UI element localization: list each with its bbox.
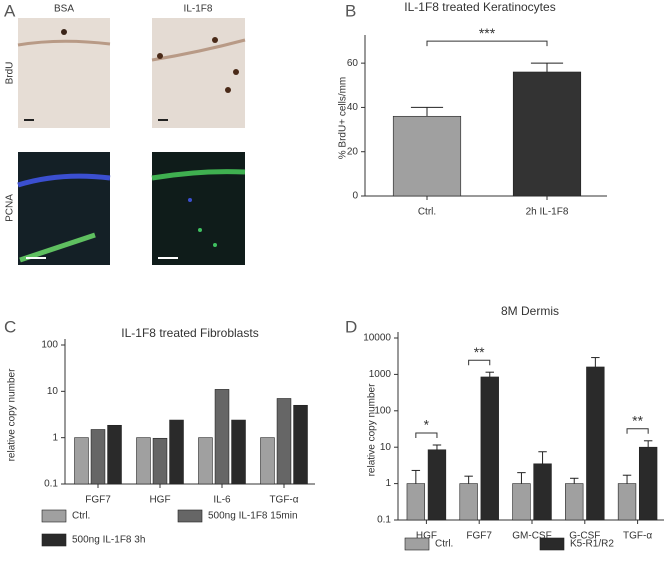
significance-label: ** [474,344,485,360]
bar [427,449,447,521]
x-tick-label: TGF-α [623,531,652,542]
legend-swatch [41,533,67,547]
column-label: BSA [54,4,74,15]
bar [74,437,89,485]
x-tick-label: FGF7 [85,495,111,506]
y-tick-label: 60 [347,58,359,69]
legend-label: 500ng IL-1F8 3h [72,535,145,546]
bar [406,483,426,521]
bar [152,437,168,485]
legend-label: Ctrl. [435,539,453,550]
chart-title: IL-1F8 treated Keratinocytes [404,0,555,14]
x-tick-label: TGF-α [269,495,298,506]
legend-swatch [539,537,565,551]
row-label: BrdU [5,62,16,85]
x-tick-label: HGF [149,495,170,506]
y-tick-label: 0.1 [377,515,391,526]
significance-label: ** [632,412,643,428]
bar [231,419,246,485]
x-tick-label: HGF [416,531,437,542]
y-axis-label: relative copy number [367,383,378,476]
x-tick-label: 2h IL-1F8 [526,207,569,218]
legend-swatch [404,537,430,551]
bar [90,429,106,485]
legend-label: Ctrl. [72,511,90,522]
bar [512,483,531,521]
micrograph-pcna-bsa [17,152,111,265]
bar [533,463,552,521]
bar [293,404,308,485]
legend-swatch [41,509,67,523]
y-tick-label: 1 [385,478,391,489]
significance-label: *** [479,25,496,41]
micrograph-brdu-il1f8 [151,18,246,128]
y-tick-label: 100 [374,405,391,416]
panel-label: B [345,1,356,20]
y-axis-label: relative copy number [7,368,18,461]
significance-label: * [424,417,430,433]
bar [638,446,658,521]
bar [586,366,605,521]
legend-label: 500ng IL-1F8 15min [208,511,298,522]
y-axis-label: % BrdU+ cells/mm [338,77,349,160]
x-tick-label: FGF7 [466,531,492,542]
y-tick-label: 0 [352,191,358,202]
significance-bracket [415,432,438,438]
bar [276,398,292,485]
chart-title: IL-1F8 treated Fibroblasts [121,326,258,340]
panel-label: D [345,317,357,336]
significance-bracket [426,40,548,47]
y-tick-label: 1 [52,432,58,443]
y-tick-label: 0.1 [44,479,58,490]
bar [459,483,478,521]
y-tick-label: 1000 [369,369,392,380]
y-tick-label: 10 [47,386,59,397]
bar [480,376,499,521]
x-tick-label: IL-6 [213,495,231,506]
y-tick-label: 40 [347,102,359,113]
x-tick-label: Ctrl. [418,207,436,218]
row-label: PCNA [5,194,16,222]
bar [214,389,230,485]
bar [392,115,462,197]
bar [565,483,584,521]
bar [198,437,213,485]
significance-bracket [626,428,649,434]
column-label: IL-1F8 [184,4,213,15]
y-tick-label: 100 [41,340,58,351]
x-tick-label: GM-CSF [512,531,551,542]
bar [169,419,184,485]
micrograph-brdu-bsa [17,18,111,128]
y-tick-label: 20 [347,146,359,157]
panel-label: A [4,1,16,20]
bar [260,437,275,485]
legend-label: K5-R1/R2 [570,539,614,550]
significance-bracket [468,359,491,366]
x-tick-label: G-CSF [569,531,600,542]
panel-label: C [4,317,16,336]
bar [512,71,582,197]
micrograph-pcna-il1f8 [151,152,246,265]
bar [617,483,637,521]
y-tick-label: 10000 [363,333,391,344]
y-tick-label: 10 [380,442,392,453]
legend-swatch [177,509,203,523]
chart-title: 8M Dermis [501,304,559,318]
bar [107,424,122,485]
bar [136,437,151,485]
